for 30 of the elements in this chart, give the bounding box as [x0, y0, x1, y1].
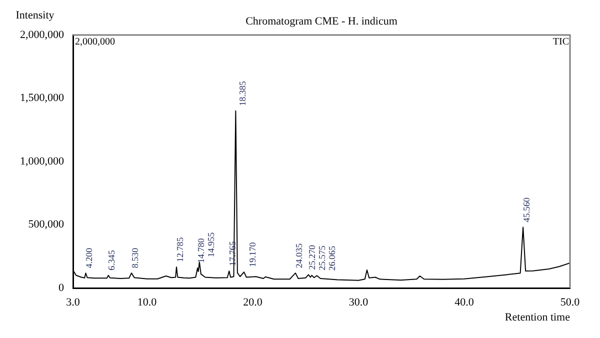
y-axis-title: Intensity	[16, 9, 55, 22]
annotation: 2,000,000	[75, 36, 115, 48]
annotation: 24.035	[294, 242, 304, 268]
annotation: 6.345	[106, 250, 117, 270]
chart-title: Chromatogram CME - H. indicum	[246, 15, 398, 28]
annotation: 25.270	[306, 244, 317, 270]
annotation: 26.065	[326, 245, 337, 271]
y-tick-label: 1,000,000	[20, 155, 64, 168]
y-tick-label: 1,500,000	[20, 92, 64, 104]
x-tick-label: 3.0	[66, 296, 80, 308]
y-tick-label: 0	[58, 282, 64, 294]
x-tick-label: 40.0	[454, 296, 474, 308]
annotation: TIC	[552, 36, 570, 48]
annotation: 17.765	[227, 240, 238, 266]
x-axis-title: Retention time	[504, 311, 570, 324]
annotation: 45.560	[521, 197, 532, 222]
annotation: 19.170	[247, 242, 258, 268]
x-tick-label: 30.0	[348, 296, 369, 308]
annotation: 14.780	[196, 238, 206, 264]
y-tick-label: 500,000	[28, 218, 64, 231]
x-tick-label: 10.0	[137, 296, 158, 308]
annotation: 14.955	[206, 232, 216, 258]
annotation: 12.785	[174, 236, 185, 262]
annotation: 25.575	[316, 245, 327, 270]
x-tick-label: 50.0	[560, 296, 580, 308]
x-tick-label: 20.0	[243, 296, 263, 308]
annotation: 4.200	[84, 247, 94, 268]
annotation: 18.385	[237, 80, 248, 106]
annotation: 8.530	[130, 247, 140, 268]
y-tick-label: 2,000,000	[20, 28, 64, 41]
